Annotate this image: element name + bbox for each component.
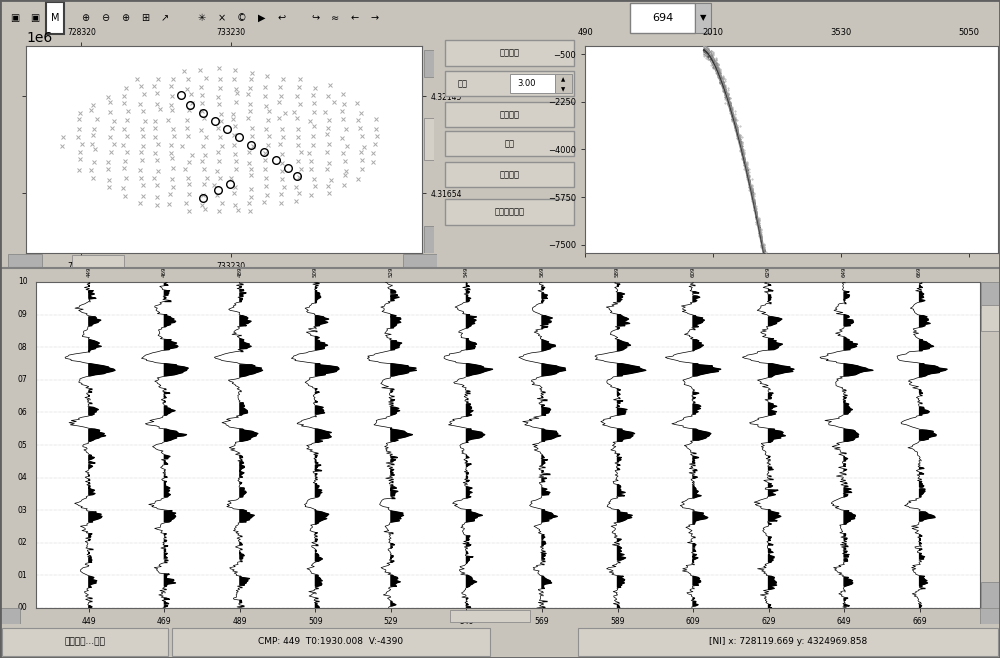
Text: ▼: ▼ (561, 87, 565, 92)
Text: ×: × (218, 13, 226, 23)
Text: 489: 489 (237, 266, 242, 277)
Bar (981, 305, 999, 331)
Bar (555, 74, 572, 93)
Text: 08: 08 (18, 343, 28, 351)
Text: 路层拟合输出: 路层拟合输出 (494, 207, 524, 216)
Text: ↗: ↗ (161, 13, 169, 23)
Text: ←: ← (351, 13, 359, 23)
Text: ⊖: ⊖ (101, 13, 109, 23)
Text: ↪: ↪ (311, 13, 319, 23)
Bar (980, 608, 1000, 624)
Text: 浏览: 浏览 (505, 139, 514, 148)
Text: 449: 449 (86, 266, 91, 277)
Bar (72, 255, 124, 266)
Bar (445, 102, 574, 128)
Text: 自动拟合: 自动拟合 (500, 48, 520, 57)
Bar (578, 628, 998, 656)
Text: ✳: ✳ (198, 13, 206, 23)
Text: ▲: ▲ (561, 78, 565, 82)
Text: 609: 609 (691, 266, 696, 277)
Bar (695, 3, 711, 33)
Bar (172, 628, 490, 656)
Text: 549: 549 (464, 266, 469, 277)
Bar (981, 582, 999, 608)
Text: M: M (51, 13, 59, 23)
Text: 01: 01 (18, 571, 28, 580)
Text: 05: 05 (18, 440, 28, 449)
Text: 10: 10 (18, 278, 28, 286)
Text: 469: 469 (162, 266, 167, 277)
Text: 06: 06 (18, 408, 28, 417)
Text: ⊕: ⊕ (81, 13, 89, 23)
Text: →: → (371, 13, 379, 23)
Text: 02: 02 (18, 538, 28, 547)
Bar (445, 199, 574, 224)
Bar (510, 74, 555, 93)
Text: 00: 00 (18, 603, 28, 613)
Text: 3.00: 3.00 (517, 79, 536, 88)
Text: ▣: ▣ (10, 13, 20, 23)
Text: ↩: ↩ (278, 13, 286, 23)
Bar (424, 50, 434, 77)
Bar (630, 3, 695, 33)
Text: 04: 04 (18, 473, 28, 482)
Bar (445, 162, 574, 187)
Text: ©: © (237, 13, 247, 23)
Text: 589: 589 (615, 266, 620, 277)
Text: 529: 529 (388, 266, 393, 277)
Text: 09: 09 (18, 310, 28, 319)
Text: 569: 569 (539, 266, 544, 277)
Bar (450, 609, 530, 622)
Bar (403, 254, 437, 268)
Text: ≈: ≈ (331, 13, 339, 23)
Text: ⊕: ⊕ (121, 13, 129, 23)
Bar (424, 226, 434, 253)
Bar (8, 254, 42, 268)
Bar (424, 118, 434, 160)
Bar (981, 282, 999, 308)
Text: ▶: ▶ (258, 13, 266, 23)
Bar (2, 628, 168, 656)
Text: 手工拾取: 手工拾取 (500, 110, 520, 119)
Bar (445, 131, 574, 156)
Text: 03: 03 (18, 506, 28, 515)
Text: 629: 629 (766, 266, 771, 277)
Bar (0, 608, 20, 624)
Bar (46, 2, 64, 34)
Text: 07: 07 (18, 375, 28, 384)
Bar (445, 40, 574, 66)
Text: CMP: 449  T0:1930.008  V:-4390: CMP: 449 T0:1930.008 V:-4390 (258, 638, 404, 647)
Text: 509: 509 (313, 266, 318, 277)
Text: 幂次: 幂次 (457, 79, 467, 88)
Text: 694: 694 (652, 13, 674, 23)
Text: [NI] x: 728119.669 y: 4324969.858: [NI] x: 728119.669 y: 4324969.858 (709, 638, 867, 647)
Text: ▣: ▣ (30, 13, 40, 23)
Text: 649: 649 (842, 266, 847, 277)
Bar (445, 71, 574, 97)
Text: ⊞: ⊞ (141, 13, 149, 23)
Text: 调整范围: 调整范围 (500, 170, 520, 179)
Text: 操作状态...浏览: 操作状态...浏览 (65, 638, 105, 647)
Text: 669: 669 (917, 266, 922, 277)
Text: ▼: ▼ (700, 14, 706, 22)
